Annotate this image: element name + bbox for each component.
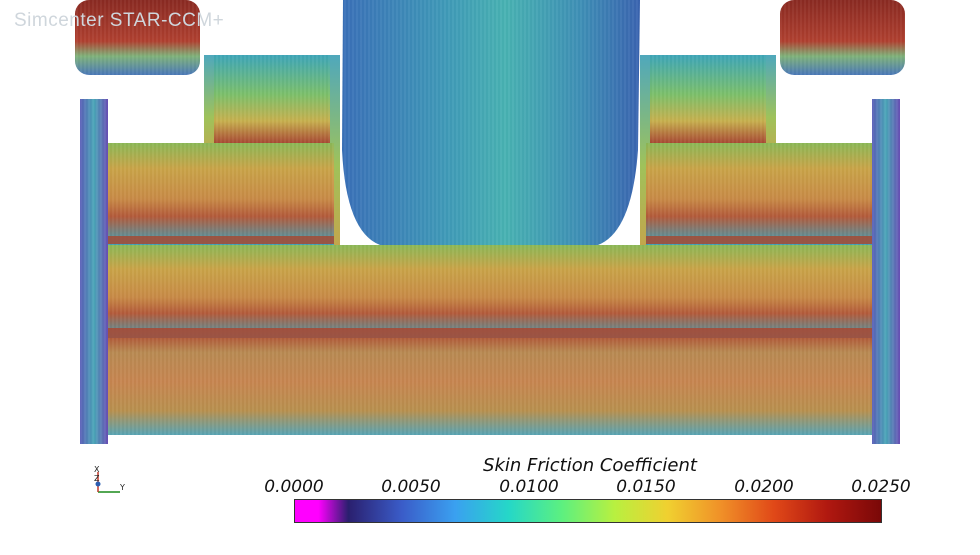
right-endplate (872, 99, 900, 444)
legend-title: Skin Friction Coefficient (483, 455, 697, 476)
z-axis-dot (95, 481, 101, 487)
z-axis-label: Z (94, 474, 100, 483)
left-pylon (204, 55, 340, 277)
front-wing-main (108, 143, 872, 340)
x-axis-label: X (94, 465, 100, 474)
watermark-text: Simcenter STAR-CCM+ (14, 10, 225, 31)
legend-tick-0: 0.0000 (264, 477, 324, 497)
legend-colorbar (294, 499, 882, 523)
right-wheel (780, 0, 905, 75)
left-endplate (80, 99, 108, 444)
right-pylon (640, 55, 776, 277)
legend-tick-4: 0.0200 (734, 477, 794, 497)
y-axis-label: Y (119, 483, 125, 492)
right-upper-flap (648, 55, 768, 143)
legend-tick-5: 0.0250 (851, 477, 911, 497)
left-wheel (75, 0, 200, 75)
front-wing-lower (108, 338, 872, 435)
left-upper-flap (212, 55, 332, 143)
legend-tick-2: 0.0100 (499, 477, 559, 497)
axis-triad: X Z Y (90, 462, 130, 502)
legend-tick-3: 0.0150 (616, 477, 676, 497)
legend-tick-1: 0.0050 (381, 477, 441, 497)
nose-cone (342, 0, 640, 245)
